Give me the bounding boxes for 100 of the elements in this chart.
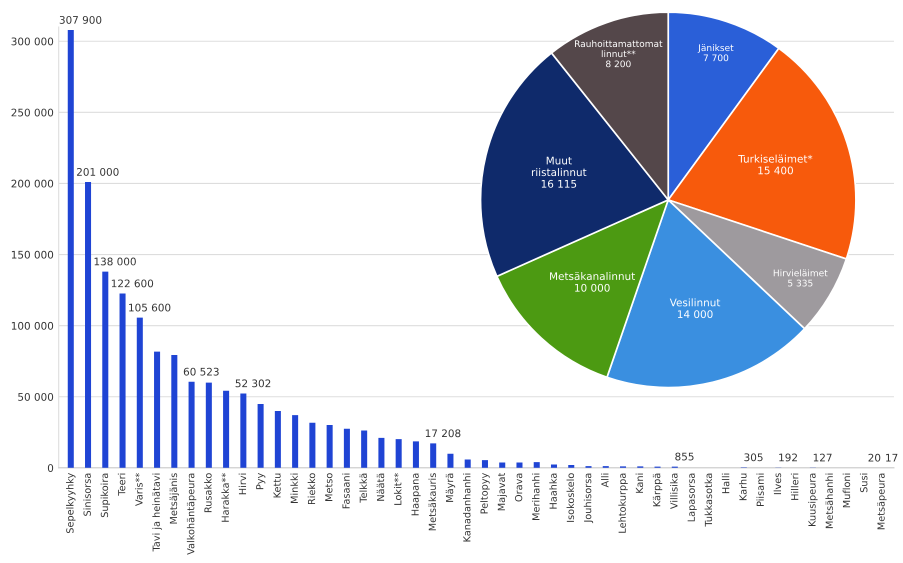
bar bbox=[326, 425, 333, 468]
x-tick-label: Rusakko bbox=[204, 473, 212, 512]
data-label: 17 208 bbox=[426, 429, 460, 438]
data-label: 60 523 bbox=[184, 368, 219, 376]
x-tick-label: Kanadanhanhi bbox=[463, 474, 471, 542]
x-tick-label: Isokoskelo bbox=[566, 473, 574, 522]
y-tick-label: 50 000 bbox=[18, 392, 54, 401]
x-tick-label: Kärppä bbox=[652, 474, 662, 506]
bar bbox=[206, 382, 212, 468]
x-tick-label: Tukkasotka bbox=[704, 474, 712, 527]
x-tick-label: Mufloni bbox=[842, 474, 850, 508]
bar bbox=[464, 459, 471, 468]
bar bbox=[120, 294, 126, 468]
x-tick-label: Sepelkyyhky bbox=[66, 473, 76, 534]
slice-label: Hirvieläimet bbox=[774, 269, 828, 276]
bar bbox=[309, 422, 316, 468]
data-label: 122 600 bbox=[112, 279, 154, 288]
x-tick-label: Piisami bbox=[756, 474, 764, 506]
bar bbox=[344, 428, 350, 468]
bar bbox=[378, 438, 384, 468]
bar bbox=[499, 462, 506, 468]
x-tick-label: Telkkä bbox=[359, 474, 367, 503]
data-label: 307 900 bbox=[60, 16, 102, 24]
data-label: 127 bbox=[814, 454, 832, 462]
slice-label: Turkiseläimet* bbox=[738, 154, 812, 163]
x-tick-label: Kani bbox=[636, 474, 644, 493]
slice-label: Vesilinnut bbox=[670, 298, 720, 306]
x-tick-label: Haahka bbox=[549, 474, 557, 509]
bar bbox=[274, 410, 281, 468]
slice-label: Metsäkanalinnut bbox=[550, 272, 635, 280]
bar bbox=[412, 441, 419, 468]
x-tick-label: Lehtokurppa bbox=[618, 474, 628, 533]
bar bbox=[447, 454, 454, 468]
bar bbox=[171, 354, 178, 468]
x-tick-label: Metsäkauris bbox=[428, 473, 436, 530]
bar bbox=[430, 443, 436, 468]
x-tick-label: Lapasorsa bbox=[688, 474, 697, 522]
x-tick-label: Riekko bbox=[308, 473, 316, 504]
data-label: 14 000 bbox=[678, 310, 713, 318]
data-label: 138 000 bbox=[94, 258, 136, 266]
x-tick-label: Mäyrä bbox=[446, 474, 456, 502]
x-tick-label: Teeri bbox=[118, 474, 126, 496]
y-tick-label: 200 000 bbox=[12, 180, 54, 188]
x-tick-label: Halli bbox=[722, 474, 730, 494]
data-label: 17 bbox=[886, 454, 898, 462]
x-tick-label: Alli bbox=[601, 474, 608, 488]
x-tick-label: Metsäpeura bbox=[877, 474, 887, 530]
bar bbox=[292, 415, 298, 468]
data-label: 105 600 bbox=[129, 304, 170, 312]
data-label: 192 bbox=[779, 454, 797, 462]
bar bbox=[534, 462, 540, 468]
x-tick-label: Villisika bbox=[670, 474, 678, 510]
data-label: 8 200 bbox=[606, 60, 631, 68]
x-tick-label: Merihanhi bbox=[532, 474, 540, 520]
x-tick-label: Tavi ja heinätavi bbox=[152, 474, 162, 552]
x-tick-label: Valkohäntäpeura bbox=[186, 474, 196, 555]
bar bbox=[188, 382, 195, 468]
slice-label: Rauhoittamattomat linnut** bbox=[574, 40, 662, 58]
x-tick-label: Kuusipeura bbox=[808, 474, 818, 526]
x-tick-label: Minkki bbox=[290, 474, 298, 503]
x-tick-label: Pyy bbox=[256, 473, 266, 490]
y-tick-label: 100 000 bbox=[12, 322, 54, 330]
bar bbox=[361, 430, 368, 468]
x-tick-label: Fasaani bbox=[342, 474, 350, 508]
x-tick-label: Hilleri bbox=[790, 474, 798, 500]
x-tick-label: Karhu bbox=[739, 474, 747, 500]
y-tick-label: 250 000 bbox=[12, 108, 54, 116]
slice-label: Jänikset bbox=[698, 44, 734, 53]
bar bbox=[240, 393, 246, 468]
data-label: 15 400 bbox=[758, 166, 793, 174]
bar bbox=[102, 272, 108, 468]
bar bbox=[68, 30, 74, 468]
data-label: 305 bbox=[744, 453, 763, 462]
bar bbox=[223, 390, 230, 468]
y-tick-label: 0 bbox=[48, 464, 54, 472]
x-tick-label: Peltopyy bbox=[480, 473, 490, 514]
x-tick-label: Sinisorsa bbox=[83, 474, 91, 516]
x-tick-label: Kettu bbox=[273, 474, 281, 498]
data-label: 10 000 bbox=[575, 284, 610, 292]
x-tick-label: Haapana bbox=[412, 474, 421, 516]
bar bbox=[154, 352, 160, 468]
x-tick-label: Näätä bbox=[376, 474, 384, 501]
bar bbox=[85, 182, 92, 468]
x-tick-label: Orava bbox=[514, 474, 522, 502]
y-tick-label: 300 000 bbox=[12, 37, 54, 46]
bar bbox=[136, 318, 143, 468]
bar bbox=[482, 460, 488, 468]
data-label: 855 bbox=[675, 452, 694, 460]
x-tick-label: Metsähanhi bbox=[825, 474, 833, 528]
x-tick-label: Lokit** bbox=[394, 473, 402, 505]
data-label: 20 bbox=[868, 454, 880, 462]
data-label: 5 335 bbox=[788, 280, 812, 286]
x-tick-label: Susi bbox=[860, 474, 868, 492]
data-label: 52 302 bbox=[236, 379, 270, 388]
x-tick-label: Supikoira bbox=[100, 474, 110, 518]
y-tick-label: 150 000 bbox=[12, 250, 54, 259]
bar bbox=[516, 462, 522, 468]
bar bbox=[396, 439, 402, 468]
bar bbox=[258, 404, 264, 468]
slice-label: Muut riistalinnut bbox=[532, 156, 586, 176]
